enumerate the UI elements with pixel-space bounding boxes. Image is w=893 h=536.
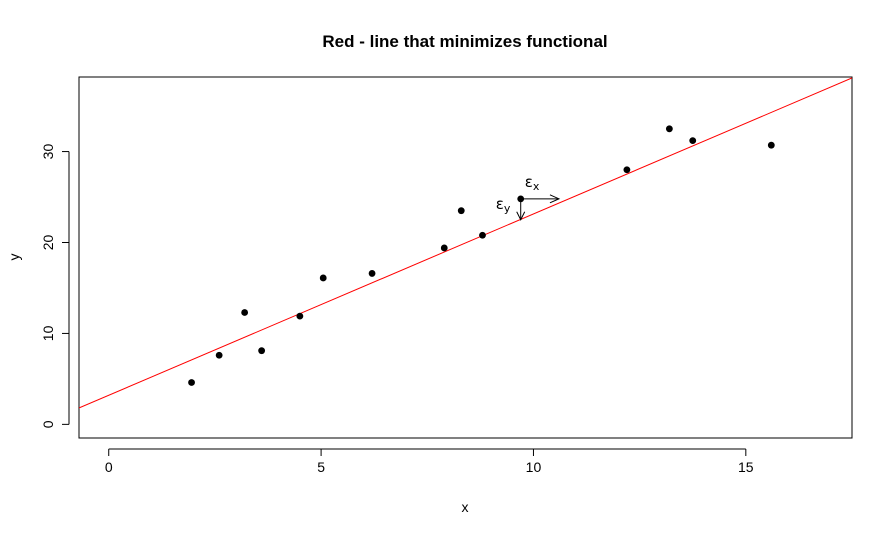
plot-frame <box>78 76 853 439</box>
x-tick-label: 15 <box>738 459 754 475</box>
data-point <box>665 125 673 133</box>
fit-line <box>79 77 852 409</box>
data-point <box>479 231 486 239</box>
y-tick-label: 30 <box>40 144 56 160</box>
data-point <box>188 379 195 386</box>
data-points <box>188 125 775 386</box>
x-axis-label: x <box>462 499 469 515</box>
y-axis-label: y <box>6 254 22 261</box>
y-tick-label: 20 <box>40 234 56 250</box>
data-point <box>215 351 223 359</box>
data-point <box>241 309 249 316</box>
data-point <box>368 270 376 277</box>
data-point <box>258 347 266 355</box>
chart-title: Red - line that minimizes functional <box>322 32 607 51</box>
x-tick-label: 10 <box>526 459 542 475</box>
epsilon-y-label: εy <box>496 195 511 215</box>
epsilon-x-label: εx <box>525 173 540 193</box>
x-tick-label: 5 <box>317 459 325 475</box>
epsilon-x-arrowhead <box>549 194 561 204</box>
y-tick-label: 10 <box>40 325 56 341</box>
y-tick-label: 0 <box>40 420 56 428</box>
x-axis: 0 5 10 15 <box>105 448 754 475</box>
x-tick-label: 0 <box>105 459 113 475</box>
data-point <box>457 207 465 215</box>
error-annotations: εx εy <box>496 173 561 221</box>
data-point <box>319 274 327 282</box>
data-point <box>689 137 697 145</box>
data-point <box>767 141 775 149</box>
data-point <box>440 244 448 252</box>
y-axis: 0 10 20 30 <box>40 144 70 428</box>
data-point <box>623 166 631 174</box>
epsilon-y-arrowhead <box>516 211 526 221</box>
data-point <box>296 312 304 320</box>
